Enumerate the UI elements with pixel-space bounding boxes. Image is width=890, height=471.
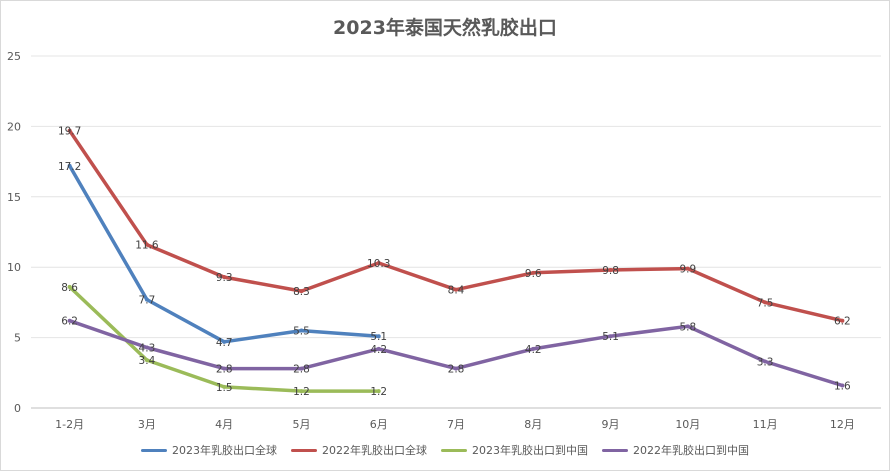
y-tick-label: 0 bbox=[14, 402, 21, 415]
data-label: 1.2 bbox=[293, 386, 310, 398]
data-label: 8.6 bbox=[61, 282, 78, 294]
data-point bbox=[67, 318, 72, 323]
data-label: 2.8 bbox=[448, 364, 465, 376]
legend-label: 2022年乳胶出口到中国 bbox=[633, 444, 749, 457]
data-label: 4.2 bbox=[525, 344, 542, 356]
data-point bbox=[299, 389, 304, 394]
data-label: 4.3 bbox=[139, 342, 156, 354]
data-point bbox=[222, 384, 227, 389]
data-label: 9.6 bbox=[525, 268, 542, 280]
data-point bbox=[299, 289, 304, 294]
x-tick-label: 10月 bbox=[675, 418, 700, 431]
data-point bbox=[376, 389, 381, 394]
data-point bbox=[531, 346, 536, 351]
data-point bbox=[144, 297, 149, 302]
data-point bbox=[840, 383, 845, 388]
data-label: 9.3 bbox=[216, 272, 233, 284]
data-point bbox=[144, 242, 149, 247]
series-line-3 bbox=[67, 318, 845, 388]
legend-item: 2023年乳胶出口到中国 bbox=[441, 442, 588, 458]
legend-swatch bbox=[141, 448, 167, 452]
x-tick-label: 12月 bbox=[830, 418, 855, 431]
data-label: 1.2 bbox=[370, 386, 387, 398]
x-tick-label: 4月 bbox=[215, 418, 233, 431]
data-label: 5.8 bbox=[679, 321, 696, 333]
data-label: 6.2 bbox=[61, 316, 78, 328]
y-tick-label: 15 bbox=[7, 191, 21, 204]
data-label: 2.8 bbox=[216, 364, 233, 376]
data-point bbox=[608, 334, 613, 339]
data-point bbox=[763, 300, 768, 305]
data-label: 4.2 bbox=[370, 344, 387, 356]
data-point bbox=[222, 366, 227, 371]
x-tick-label: 5月 bbox=[292, 418, 310, 431]
data-label: 9.8 bbox=[602, 265, 619, 277]
x-tick-label: 3月 bbox=[138, 418, 156, 431]
data-point bbox=[299, 328, 304, 333]
data-label: 8.4 bbox=[448, 285, 465, 297]
data-point bbox=[685, 324, 690, 329]
y-tick-label: 5 bbox=[14, 332, 21, 345]
data-point bbox=[299, 366, 304, 371]
legend-item: 2022年乳胶出口到中国 bbox=[602, 442, 749, 458]
data-point bbox=[144, 345, 149, 350]
x-tick-label: 8月 bbox=[524, 418, 542, 431]
data-point bbox=[840, 318, 845, 323]
data-label: 4.7 bbox=[216, 337, 233, 349]
data-label: 7.5 bbox=[757, 297, 774, 309]
data-label: 3.3 bbox=[757, 357, 774, 369]
data-point bbox=[376, 260, 381, 265]
data-label: 5.1 bbox=[602, 331, 619, 343]
data-label: 2.8 bbox=[293, 364, 310, 376]
data-label: 5.1 bbox=[370, 331, 387, 343]
data-point bbox=[608, 268, 613, 273]
x-tick-label: 7月 bbox=[447, 418, 465, 431]
y-tick-label: 10 bbox=[7, 261, 21, 274]
legend-item: 2022年乳胶出口全球 bbox=[291, 442, 427, 458]
data-point bbox=[222, 339, 227, 344]
data-point bbox=[454, 366, 458, 371]
legend-label: 2022年乳胶出口全球 bbox=[322, 444, 427, 457]
x-tick-label: 1-2月 bbox=[55, 418, 84, 431]
data-point bbox=[144, 358, 149, 363]
data-label: 1.6 bbox=[834, 380, 851, 392]
legend-swatch bbox=[602, 448, 628, 452]
x-tick-label: 9月 bbox=[602, 418, 620, 431]
y-tick-label: 25 bbox=[7, 50, 21, 63]
x-tick-label: 6月 bbox=[370, 418, 388, 431]
data-label: 8.3 bbox=[293, 286, 310, 298]
data-label: 19.7 bbox=[58, 126, 81, 138]
data-point bbox=[376, 346, 381, 351]
data-point bbox=[67, 163, 72, 168]
data-label: 17.2 bbox=[58, 161, 81, 173]
data-label: 11.6 bbox=[135, 240, 159, 252]
x-tick-label: 11月 bbox=[753, 418, 778, 431]
data-point bbox=[763, 359, 768, 364]
legend-label: 2023年乳胶出口到中国 bbox=[472, 444, 588, 457]
data-label: 1.5 bbox=[216, 382, 233, 394]
legend-swatch bbox=[441, 448, 467, 452]
data-label: 3.4 bbox=[139, 355, 156, 367]
chart-legend: 2023年乳胶出口全球 2022年乳胶出口全球 2023年乳胶出口到中国 2022年乳… bbox=[1, 442, 889, 458]
data-point bbox=[531, 270, 536, 275]
legend-swatch bbox=[291, 448, 317, 452]
y-tick-label: 20 bbox=[7, 120, 21, 133]
data-point bbox=[67, 128, 72, 133]
data-point bbox=[222, 275, 227, 280]
data-point bbox=[454, 287, 458, 292]
chart-title: 2023年泰国天然乳胶出口 bbox=[333, 17, 557, 39]
legend-label: 2023年乳胶出口全球 bbox=[172, 444, 277, 457]
data-point bbox=[376, 334, 381, 339]
data-point bbox=[685, 266, 690, 271]
data-point bbox=[67, 284, 72, 289]
data-label: 7.7 bbox=[139, 295, 156, 307]
data-label: 5.5 bbox=[293, 326, 310, 338]
legend-item: 2023年乳胶出口全球 bbox=[141, 442, 277, 458]
series-line-0 bbox=[67, 164, 381, 344]
data-label: 9.9 bbox=[679, 264, 696, 276]
data-label: 6.2 bbox=[834, 316, 851, 328]
data-label: 10.3 bbox=[367, 258, 390, 270]
